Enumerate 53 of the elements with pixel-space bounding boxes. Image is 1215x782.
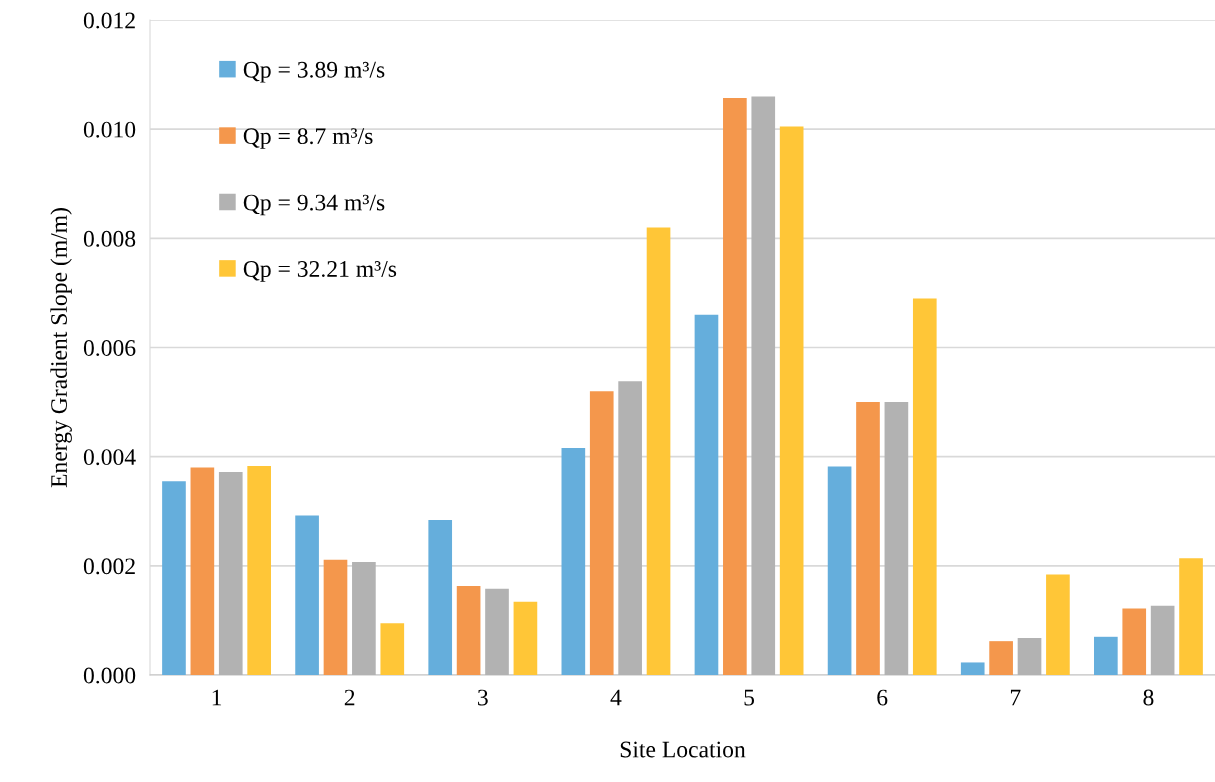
- bar: [646, 227, 671, 675]
- y-tick-label: 0.008: [83, 230, 136, 247]
- bar: [162, 481, 186, 675]
- bar: [589, 391, 614, 675]
- bar: [1122, 608, 1147, 675]
- bar: [513, 601, 538, 675]
- bar: [912, 298, 937, 675]
- bar: [989, 641, 1013, 675]
- y-axis-title: Energy Gradient Slope (m/m): [50, 208, 72, 488]
- x-tick-label: 3: [478, 689, 488, 706]
- bar: [190, 467, 215, 675]
- bar: [779, 126, 804, 675]
- bar: [485, 588, 509, 675]
- x-tick-label: 8: [1143, 689, 1154, 706]
- bar: [380, 623, 405, 675]
- bar: [1179, 558, 1203, 675]
- bar: [723, 98, 747, 675]
- legend-label: Qp = 32.21 m³/s: [243, 261, 397, 282]
- x-tick-label: 7: [1010, 689, 1021, 706]
- bar: [295, 515, 319, 675]
- bar: [1017, 637, 1042, 675]
- bar: [218, 471, 243, 675]
- bar: [352, 562, 376, 675]
- bar: [751, 96, 776, 675]
- legend-label: Qp = 8.7 m³/s: [243, 128, 373, 149]
- bar: [884, 402, 909, 675]
- x-tick-label: 6: [877, 689, 888, 706]
- bar: [247, 465, 271, 675]
- bar: [960, 662, 985, 675]
- bar: [456, 586, 481, 675]
- y-tick-label: 0.010: [83, 121, 136, 138]
- x-tick-label: 1: [212, 689, 222, 706]
- bar: [618, 381, 642, 675]
- y-tick-label: 0.002: [83, 558, 135, 575]
- bar: [1150, 605, 1175, 675]
- x-tick-label: 5: [744, 689, 755, 706]
- bar: [1046, 574, 1070, 675]
- x-axis-title: Site Location: [620, 741, 746, 758]
- legend-label: Qp = 3.89 m³/s: [243, 61, 385, 83]
- x-tick-label: 2: [344, 689, 355, 706]
- bar: [1094, 636, 1118, 675]
- bar: [856, 402, 880, 675]
- y-tick-label: 0.012: [83, 12, 135, 29]
- x-tick-label: 4: [610, 689, 622, 706]
- bar: [561, 447, 586, 675]
- bar: [323, 559, 348, 675]
- legend-label: Qp = 9.34 m³/s: [243, 194, 385, 216]
- bar: [827, 466, 852, 675]
- y-tick-label: 0.006: [83, 339, 136, 357]
- y-tick-label: 0.000: [83, 667, 136, 684]
- bar: [694, 314, 719, 675]
- bar: [428, 519, 453, 675]
- y-tick-label: 0.004: [83, 449, 136, 466]
